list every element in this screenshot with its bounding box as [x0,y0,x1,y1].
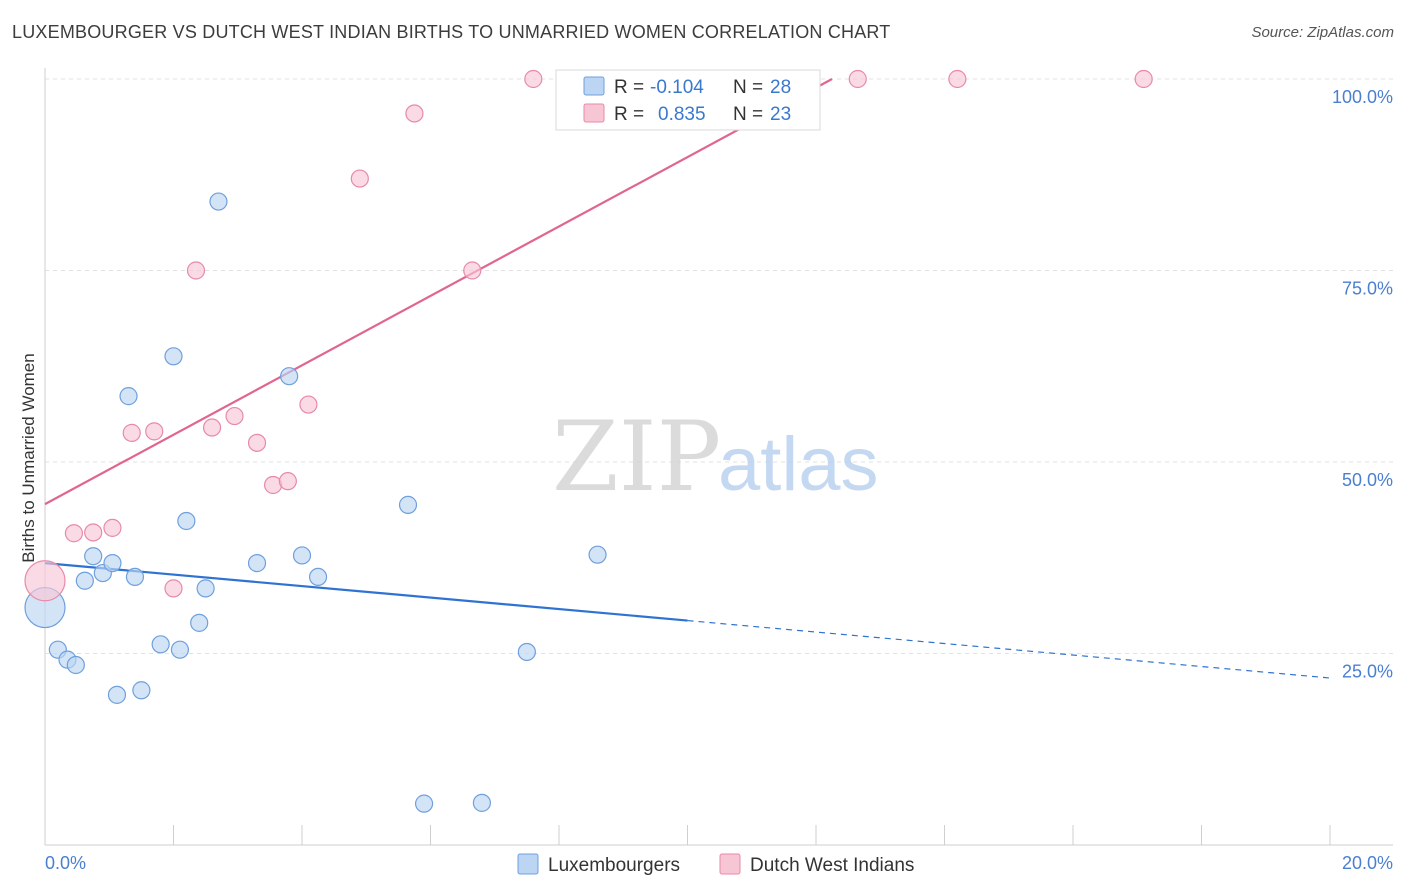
point-luxembourgers [517,642,536,662]
bottom-legend-swatch-dutch-west-indians [719,853,741,875]
trendline-dutch-west-indians [44,78,833,506]
legend-swatch-dutch-west-indians [583,103,605,123]
point-dutch-west-indians [122,423,141,442]
point-dutch-west-indians [24,560,66,602]
legend-r-value-1: -0.104 [650,77,704,98]
point-dutch-west-indians [1134,69,1153,89]
point-luxembourgers [280,367,299,386]
point-luxembourgers [209,192,228,211]
point-luxembourgers [119,387,138,406]
legend-n-value-2: 23 [770,104,791,125]
bottom-legend-label-luxembourgers: Luxembourgers [548,855,680,876]
x-tick-label-max: 20.0% [1342,853,1393,873]
bottom-legend-swatch-luxembourgers [517,853,539,875]
correlation-legend: R = -0.104 N = 28 R = 0.835 N = 23 [555,69,821,131]
x-tick-label-min: 0.0% [45,853,86,873]
point-dutch-west-indians [64,524,84,543]
point-luxembourgers [177,511,196,531]
point-dutch-west-indians [948,69,967,89]
legend-r-label-1: R = [614,77,644,98]
point-luxembourgers [472,793,491,812]
point-luxembourgers [151,635,170,654]
point-luxembourgers [292,546,312,565]
legend-swatch-luxembourgers [583,76,605,96]
trendline-luxembourgers-extension [687,619,1331,679]
watermark: ZIP atlas [552,401,879,513]
point-dutch-west-indians [103,518,122,537]
y-tick-label: 100.0% [1332,87,1393,107]
chart-title: LUXEMBOURGER VS DUTCH WEST INDIAN BIRTHS… [12,22,891,42]
point-luxembourgers [75,571,94,590]
point-dutch-west-indians [84,523,103,542]
y-tick-label: 50.0% [1342,470,1393,490]
point-dutch-west-indians [225,406,244,426]
point-luxembourgers [196,579,215,598]
watermark-atlas: atlas [718,422,879,507]
y-tick-labels: 100.0% 75.0% 50.0% 25.0% [1332,87,1393,682]
point-luxembourgers [308,567,328,587]
point-luxembourgers [170,640,190,659]
trendline-luxembourgers [44,562,688,622]
point-dutch-west-indians [164,579,183,598]
watermark-zip: ZIP [552,401,721,513]
point-dutch-west-indians [202,418,222,437]
point-luxembourgers [125,567,145,587]
trendlines [44,78,1331,679]
point-luxembourgers [107,685,127,704]
point-luxembourgers [66,655,85,675]
point-dutch-west-indians [848,69,867,89]
point-luxembourgers [103,554,122,573]
point-luxembourgers [247,554,267,573]
point-dutch-west-indians [278,472,297,491]
source-credit: Source: ZipAtlas.com [1251,24,1394,41]
point-dutch-west-indians [463,261,482,280]
point-luxembourgers [398,495,418,514]
point-luxembourgers [132,681,151,700]
x-tick-labels: 0.0% 20.0% [45,853,1393,873]
point-dutch-west-indians [186,261,206,280]
point-dutch-west-indians [405,104,424,123]
legend-r-value-2: 0.835 [658,104,706,125]
grid-lines [45,78,1393,654]
point-dutch-west-indians [145,422,164,441]
legend-n-label-1: N = [733,77,763,98]
point-luxembourgers [414,794,434,813]
y-tick-label: 75.0% [1342,279,1393,299]
legend-r-label-2: R = [614,104,644,125]
y-tick-label: 25.0% [1342,662,1393,682]
point-luxembourgers [190,613,209,632]
point-luxembourgers [84,547,103,566]
point-dutch-west-indians [350,169,369,188]
legend-n-value-1: 28 [770,77,791,98]
bottom-legend-label-dutch-west-indians: Dutch West Indians [750,855,914,876]
point-dutch-west-indians [299,395,318,414]
point-luxembourgers [164,347,183,366]
legend-n-label-2: N = [733,104,763,125]
data-points [24,69,1153,813]
point-luxembourgers [588,545,607,564]
series-legend: Luxembourgers Dutch West Indians [517,853,914,876]
point-dutch-west-indians [524,69,543,89]
axes [44,68,1393,846]
y-axis-label: Births to Unmarried Women [19,353,38,562]
point-dutch-west-indians [247,433,267,452]
